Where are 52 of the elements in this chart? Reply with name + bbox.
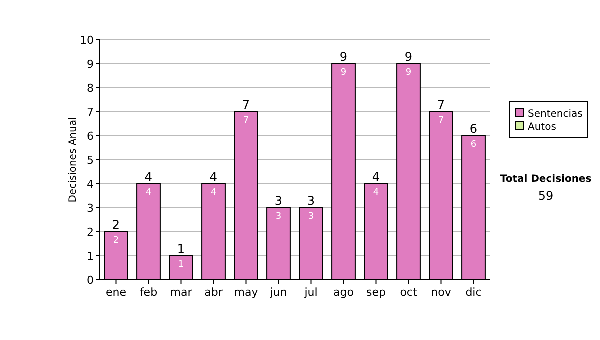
y-tick-label: 7: [87, 106, 94, 119]
data-label: 3: [276, 212, 282, 222]
data-label: 7: [438, 116, 444, 126]
data-label: 3: [308, 212, 314, 222]
data-label: 6: [470, 140, 477, 150]
total-label: 3: [307, 194, 316, 208]
y-tick-label: 8: [87, 82, 94, 95]
x-tick-label: mar: [170, 286, 193, 299]
total-label: 9: [340, 50, 348, 64]
data-label: 4: [146, 188, 152, 198]
data-label: 4: [210, 188, 217, 198]
legend-label: Autos: [528, 122, 556, 133]
x-tick-label: nov: [431, 286, 452, 299]
text: 59: [538, 189, 554, 203]
y-axis-title: Decisiones Anual: [68, 117, 79, 203]
total-label: 4: [144, 170, 153, 184]
total-label: 2: [112, 218, 120, 232]
x-tick-label: ene: [106, 286, 127, 299]
total-label: 4: [372, 170, 380, 184]
x-tick-label: abr: [204, 286, 224, 299]
total-label: 1: [177, 242, 186, 256]
data-label: 1: [178, 260, 184, 270]
x-tick-label: may: [234, 286, 259, 299]
y-tick-label: 10: [80, 34, 94, 47]
total-label: 9: [404, 50, 413, 64]
total-label: 4: [210, 170, 218, 184]
data-label: 9: [340, 68, 347, 78]
y-tick-label: 4: [87, 178, 94, 191]
x-tick-label: jul: [304, 286, 318, 299]
y-tick-label: 1: [87, 250, 94, 263]
x-tick-label: jun: [269, 286, 288, 299]
data-label: 7: [243, 116, 250, 126]
y-tick-label: 9: [87, 58, 94, 71]
y-tick-label: 6: [87, 130, 94, 143]
x-tick-label: sep: [366, 286, 386, 299]
total-label: 3: [274, 194, 283, 208]
x-tick-label: oct: [400, 286, 418, 299]
y-tick-label: 3: [87, 202, 94, 215]
y-tick-label: 5: [87, 154, 94, 167]
data-label: 2: [113, 236, 120, 246]
data-label: 9: [406, 68, 412, 78]
total-label: 7: [437, 98, 446, 112]
y-tick-label: 2: [87, 226, 94, 239]
legend-label: Sentencias: [528, 109, 583, 120]
x-tick-label: dic: [466, 286, 482, 299]
total-label: 7: [242, 98, 250, 112]
y-tick-label: 0: [87, 274, 94, 287]
data-label: 4: [373, 188, 380, 198]
text: Total Decisiones: [500, 174, 592, 185]
x-tick-label: feb: [140, 286, 158, 299]
total-label: 6: [470, 122, 478, 136]
x-tick-label: ago: [334, 286, 354, 299]
